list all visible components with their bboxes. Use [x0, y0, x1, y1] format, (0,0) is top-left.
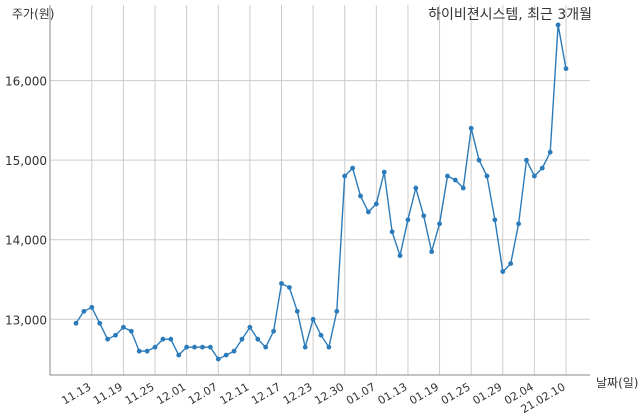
data-point	[176, 352, 182, 358]
x-tick-label: 01.25	[439, 380, 473, 407]
data-point	[310, 316, 316, 322]
data-point	[429, 249, 435, 255]
x-tick-label: 01.07	[344, 380, 378, 407]
data-point	[89, 304, 95, 310]
chart-title: 하이비젼시스템, 최근 3개월	[428, 7, 592, 23]
x-tick-label: 12.11	[218, 380, 252, 407]
data-point	[192, 344, 197, 350]
data-point	[468, 125, 474, 131]
data-point	[239, 336, 245, 342]
data-point	[555, 22, 561, 28]
x-tick-label: 12.01	[154, 380, 188, 407]
data-point	[136, 348, 142, 354]
data-point	[207, 344, 213, 350]
data-point	[437, 221, 442, 227]
data-point	[326, 344, 332, 350]
y-tick-labels: 13,000 14,000 15,000 16,000	[5, 75, 47, 328]
data-point	[539, 165, 545, 171]
data-point	[286, 285, 292, 290]
data-point	[263, 344, 269, 350]
data-point	[476, 157, 482, 163]
data-point	[144, 348, 150, 354]
data-point	[342, 173, 348, 179]
y-axis-label: 주가(원)	[12, 7, 54, 21]
data-point	[168, 336, 174, 342]
x-tick-label: 12.30	[312, 380, 346, 407]
data-point	[366, 209, 371, 215]
x-tick-label: 12.23	[281, 380, 315, 407]
data-point	[294, 308, 300, 314]
data-point	[524, 157, 529, 163]
data-point	[389, 229, 395, 235]
y-tick-label: 16,000	[5, 75, 47, 89]
data-point	[373, 201, 379, 207]
data-point	[460, 185, 466, 191]
data-point	[445, 173, 450, 179]
data-point	[105, 336, 111, 342]
price-series	[73, 22, 569, 362]
data-point	[223, 352, 229, 358]
x-tick-label: 11.13	[60, 380, 94, 407]
data-point	[563, 66, 569, 72]
x-tick-label: 11.19	[91, 380, 125, 407]
data-point	[381, 169, 387, 175]
data-point	[247, 324, 253, 330]
x-axis-label: 날짜(일)	[596, 376, 638, 390]
data-point	[121, 324, 126, 330]
data-point	[279, 281, 284, 286]
data-point	[97, 320, 103, 326]
data-point	[358, 193, 363, 199]
x-tick-label: 01.13	[376, 380, 410, 407]
x-tick-labels: 11.1311.1911.2512.0112.0712.1112.1712.23…	[60, 380, 568, 414]
data-point	[397, 253, 403, 259]
data-point	[500, 269, 506, 274]
data-point	[128, 328, 134, 334]
y-tick-label: 13,000	[5, 313, 47, 327]
data-point	[231, 348, 237, 354]
y-tick-label: 14,000	[5, 234, 47, 248]
data-point	[318, 332, 324, 338]
x-tick-label: 01.19	[407, 380, 441, 407]
x-tick-label: 01.29	[470, 380, 504, 407]
data-point	[508, 261, 514, 267]
data-point	[492, 217, 498, 223]
data-point	[184, 344, 190, 350]
x-tick-label: 12.17	[249, 380, 283, 407]
x-tick-label: 11.25	[123, 380, 157, 407]
data-point	[302, 344, 308, 350]
data-point	[405, 217, 411, 223]
data-point	[271, 328, 276, 334]
data-point	[516, 221, 521, 227]
x-tick-label: 12.07	[186, 380, 220, 407]
y-tick-label: 15,000	[5, 154, 47, 168]
gridlines	[50, 5, 590, 375]
data-point	[547, 149, 553, 155]
data-point	[81, 308, 87, 314]
data-point	[531, 173, 537, 179]
data-point	[215, 356, 221, 362]
data-point	[452, 177, 458, 183]
data-point	[334, 308, 340, 314]
data-point	[152, 344, 158, 350]
data-point	[421, 213, 427, 219]
axes	[49, 5, 590, 376]
data-point	[73, 320, 79, 326]
data-point	[484, 173, 490, 179]
data-point	[200, 344, 205, 350]
data-point	[350, 165, 356, 171]
data-point	[255, 336, 261, 342]
series-line	[75, 24, 567, 361]
data-point	[113, 332, 118, 338]
data-point	[160, 336, 166, 342]
data-point	[413, 185, 419, 191]
